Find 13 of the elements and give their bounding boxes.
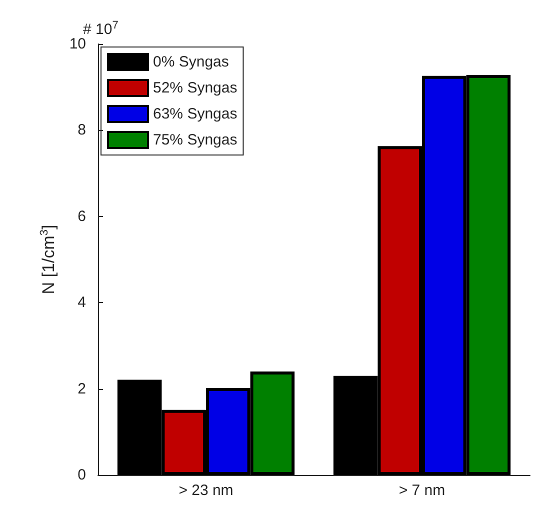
legend-label: 75% Syngas	[153, 132, 238, 148]
legend-label: 63% Syngas	[153, 106, 238, 122]
y-axis-title: N [1/cm3]	[38, 224, 58, 294]
x-tick-label: > 23 nm	[178, 482, 234, 499]
y-tick-label: 10	[69, 36, 86, 52]
legend-label: 52% Syngas	[153, 80, 238, 96]
legend-label: 0% Syngas	[153, 54, 229, 70]
y-tick-label: 4	[78, 294, 86, 312]
y-tick-label: 2	[78, 380, 86, 398]
y-tick-label: 6	[78, 208, 86, 225]
y-tick-label: 0	[78, 466, 86, 484]
y-tick-label: 8	[78, 122, 86, 139]
x-tick-label: > 7 nm	[398, 482, 446, 499]
